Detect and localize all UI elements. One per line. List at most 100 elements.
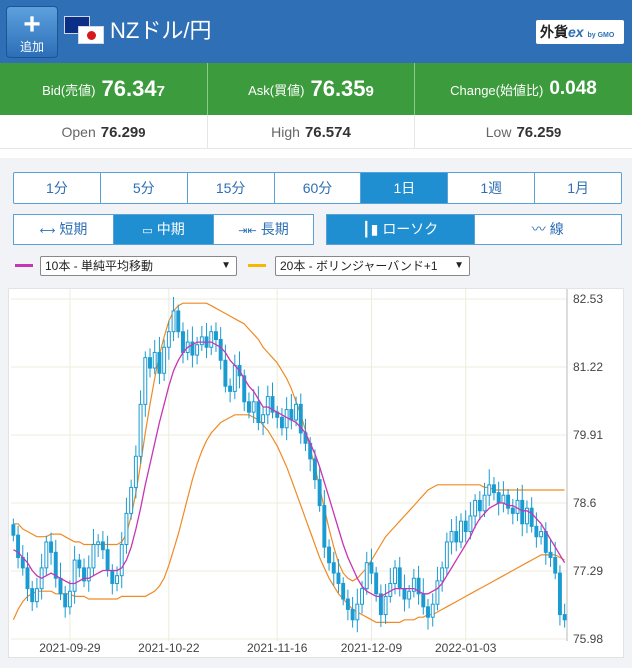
candle-body: [416, 577, 421, 595]
candle-body: [265, 396, 270, 416]
candle-body: [369, 562, 374, 574]
candle-body: [473, 499, 478, 517]
candle-body: [510, 507, 515, 514]
bb-select[interactable]: 20本 - ボリンジャーバンド+1 ▼: [275, 256, 470, 276]
candle-body: [53, 551, 58, 579]
candle-body: [166, 331, 171, 348]
candle-body: [157, 351, 162, 374]
candle-body: [397, 567, 402, 590]
chevron-down-icon: ▼: [454, 260, 464, 271]
x-axis: 2021-09-29 2021-10-22 2021-11-16 2021-12-09…: [39, 641, 497, 655]
bid-value: 76.347: [102, 76, 165, 102]
candles: [11, 296, 567, 633]
tab-1min[interactable]: 1分: [14, 173, 101, 203]
candle-body: [444, 541, 449, 569]
candle-body: [317, 479, 322, 507]
bid-last-digit: 7: [156, 83, 165, 100]
candle-body: [16, 534, 21, 559]
candle-body: [364, 562, 369, 590]
candle-body: [430, 603, 435, 618]
x-tick-label: 2021-10-22: [138, 641, 200, 655]
price-bar: Bid(売値) 76.347 Ask(買値) 76.359 Change(始値比…: [0, 63, 632, 115]
candle-body: [44, 541, 49, 569]
brand-sub: by GMO: [587, 32, 615, 39]
open-value: 76.299: [101, 124, 146, 141]
candle-body: [336, 572, 341, 584]
bb-color-swatch: [248, 264, 266, 267]
price-chart[interactable]: 82.53 81.22 79.91 78.6 77.29 75.98 2021-09-29…: [8, 288, 624, 658]
period-long-button[interactable]: ⇥⇤ 長期: [214, 215, 313, 244]
x-tick-label: 2021-09-29: [39, 641, 101, 655]
tab-1week[interactable]: 1週: [448, 173, 536, 203]
period-short-button[interactable]: ⟷ 短期: [14, 215, 114, 244]
candlestick-icon: ┃▮: [362, 221, 379, 237]
candle-body: [553, 557, 558, 574]
style-line-button[interactable]: 〰線: [475, 215, 622, 244]
open-cell: Open 76.299: [0, 115, 207, 149]
y-tick-label: 78.6: [573, 496, 597, 510]
low-cell: Low 76.259: [414, 115, 632, 149]
add-button-label: 追加: [19, 40, 44, 54]
tab-1month[interactable]: 1月: [567, 180, 589, 196]
candle-body: [557, 572, 562, 616]
candle-body: [133, 455, 138, 488]
candle-body: [251, 401, 256, 413]
candle-body: [393, 567, 397, 584]
change-cell: Change(始値比) 0.048: [414, 63, 632, 115]
candle-body: [218, 338, 223, 361]
ask-cell: Ask(買値) 76.359: [207, 63, 414, 115]
chevron-down-icon: ▼: [221, 260, 231, 271]
y-tick-label: 75.98: [573, 632, 603, 646]
candle-body: [529, 507, 534, 527]
candle-body: [270, 396, 275, 413]
candle-body: [506, 494, 511, 509]
ask-value: 76.359: [310, 76, 373, 102]
lower-band-line: [12, 414, 565, 623]
period-mid-button[interactable]: ▭ 中期: [114, 215, 214, 244]
candle-body: [496, 492, 501, 504]
tab-15min[interactable]: 15分: [188, 173, 275, 203]
chart-grid: [11, 289, 568, 641]
candle-body: [77, 559, 82, 569]
candle-body: [449, 531, 454, 543]
candle-body: [492, 484, 496, 494]
brand-logo: 外貨ex by GMO: [536, 20, 624, 44]
bid-main: 76.34: [101, 76, 157, 101]
ma-select[interactable]: 10本 - 単純平均移動 ▼: [40, 256, 237, 276]
candle-body: [482, 494, 487, 512]
candle-body: [407, 590, 412, 600]
add-pair-button[interactable]: + 追加: [6, 6, 58, 58]
candle-body: [261, 414, 266, 424]
low-last-digit: 9: [554, 124, 562, 140]
low-main: 76.25: [516, 123, 554, 141]
x-tick-label: 2021-12-09: [341, 641, 403, 655]
open-last-digit: 9: [138, 124, 146, 140]
candle-body: [67, 590, 72, 608]
candle-body: [223, 359, 228, 387]
tab-5min[interactable]: 5分: [101, 173, 188, 203]
candle-body: [402, 588, 407, 600]
period-mid-label: 中期: [156, 221, 185, 237]
candle-body: [378, 593, 383, 616]
y-tick-label: 77.29: [573, 564, 603, 578]
style-candle-button[interactable]: ┃▮ ローソク: [327, 215, 475, 244]
candle-body: [355, 603, 360, 621]
candle-body: [411, 577, 416, 592]
candle-body: [162, 346, 167, 374]
candle-body: [477, 499, 482, 512]
candle-body: [515, 499, 520, 514]
y-axis: 82.53 81.22 79.91 78.6 77.29 75.98: [573, 292, 603, 646]
y-tick-label: 79.91: [573, 428, 603, 442]
candle-body: [322, 505, 327, 548]
ma-select-value: 10本 - 単純平均移動: [45, 259, 154, 273]
tab-60min[interactable]: 60分: [275, 173, 362, 203]
tab-1day[interactable]: 1日: [361, 173, 449, 203]
y-tick-label: 82.53: [573, 292, 603, 306]
candle-body: [209, 331, 214, 348]
jp-flag-icon: [78, 26, 104, 44]
candle-body: [115, 575, 119, 584]
candle-body: [63, 593, 68, 608]
candle-body: [228, 385, 233, 392]
brand-ex: ex: [568, 24, 584, 40]
candle-body: [345, 598, 350, 610]
